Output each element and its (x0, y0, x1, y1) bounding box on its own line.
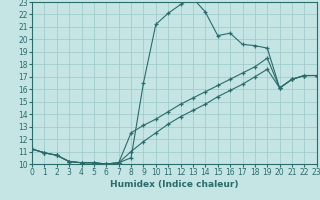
X-axis label: Humidex (Indice chaleur): Humidex (Indice chaleur) (110, 180, 239, 189)
